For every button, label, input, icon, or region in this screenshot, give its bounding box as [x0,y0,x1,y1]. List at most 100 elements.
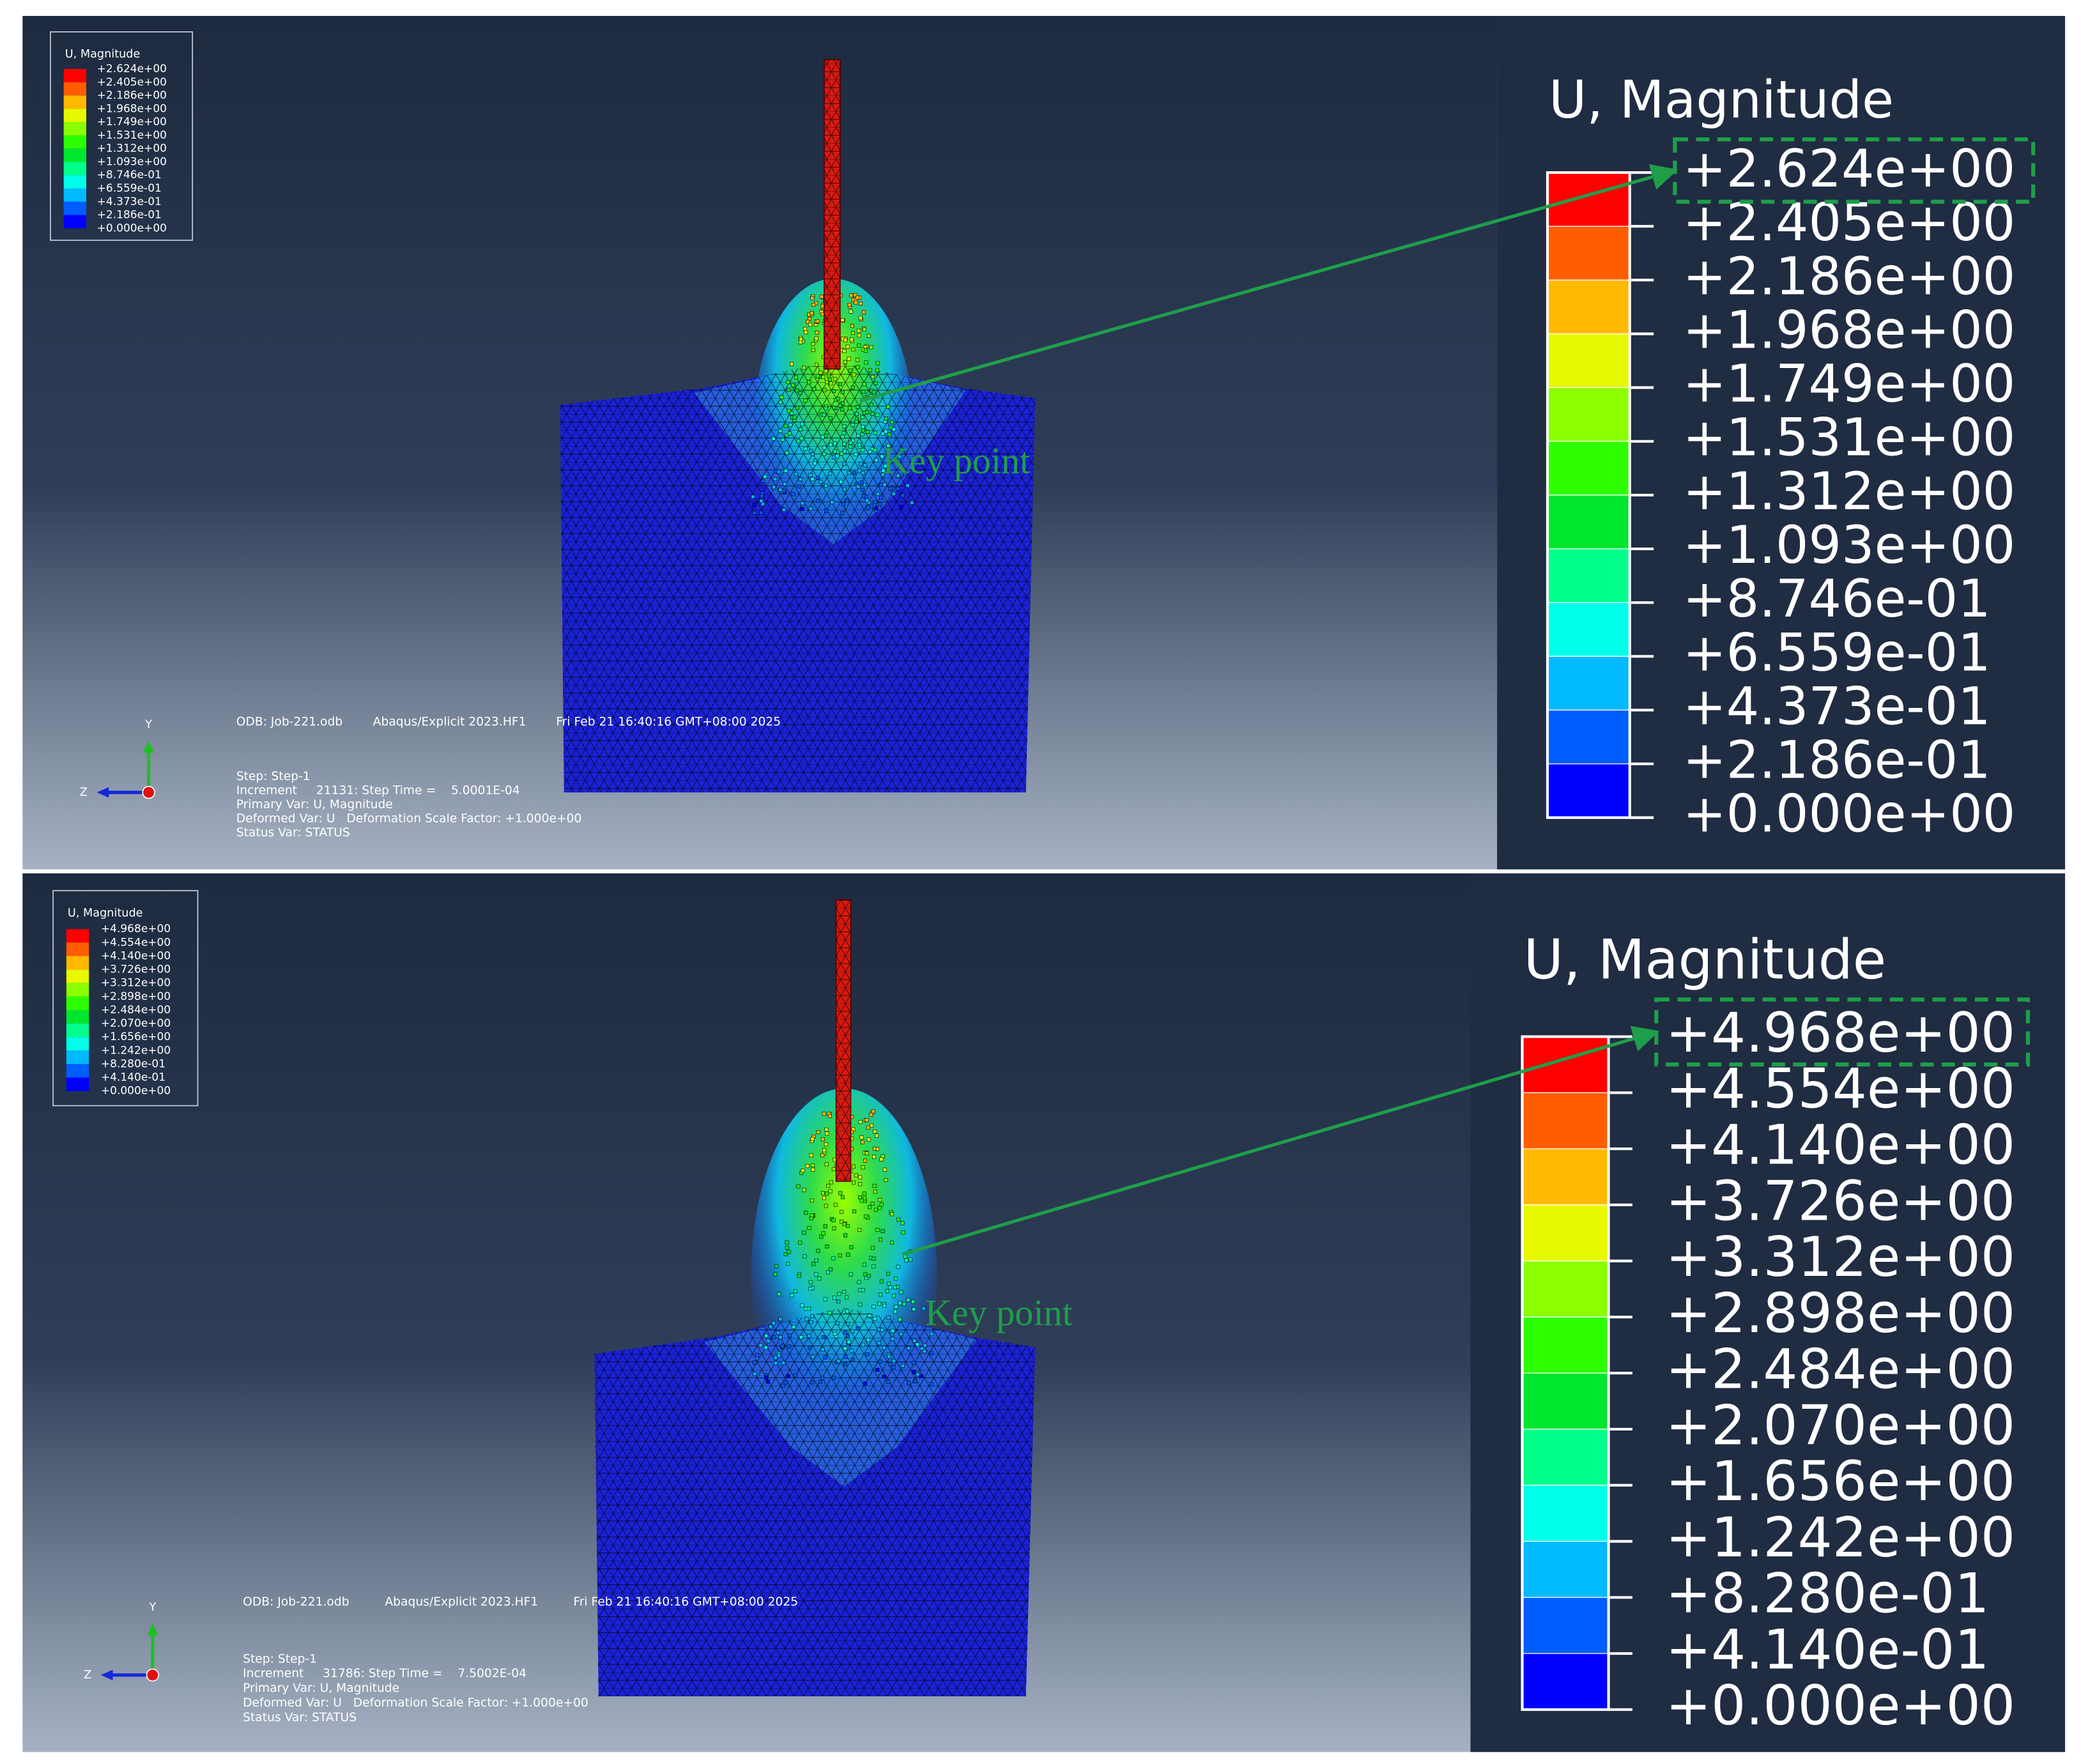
particle [788,422,793,427]
particle [823,1297,827,1301]
info-line: Increment 31786: Step Time = 7.5002E-04 [243,1667,526,1680]
particle [929,1351,933,1355]
particle [856,358,860,362]
particle [869,1112,873,1117]
particle [911,1300,916,1304]
particle [818,371,823,375]
legend-value: +2.186e+00 [97,89,167,102]
particle [888,486,893,491]
legend-band [66,969,89,983]
particle [863,1196,867,1200]
particle [873,1190,877,1194]
info-line: Status Var: STATUS [243,1711,357,1724]
legend-value: +4.554e+00 [101,936,171,949]
particle [807,1333,811,1338]
particle [875,1133,879,1138]
particle [878,1292,883,1297]
zoom-legend-value: +1.531e+00 [1683,408,2015,468]
particle [832,389,836,394]
particle [840,407,845,411]
particle [899,447,903,452]
particle [859,1199,864,1203]
particle [902,1302,906,1307]
particle [822,1196,826,1200]
particle [852,372,856,377]
particle [875,361,880,365]
particle [798,390,802,395]
particle [824,1142,828,1147]
particle [870,374,875,380]
particle [780,1344,785,1348]
particle [865,1352,870,1356]
particle [890,1240,895,1245]
particle [921,1306,926,1311]
particle [824,1204,828,1208]
legend-value: +1.312e+00 [97,142,167,155]
triad-y-label: Y [148,1601,156,1614]
particle [876,492,880,496]
particle [822,1335,826,1339]
particle [899,1290,903,1294]
particle [845,1223,850,1229]
particle [862,1262,866,1267]
particle [879,1202,884,1207]
particle [783,424,788,428]
particle [875,1228,880,1232]
particle [783,1380,788,1384]
particle [810,1314,815,1319]
particle [869,403,873,407]
zoom-legend-value: +8.746e-01 [1683,569,1991,629]
particle [826,1184,831,1188]
particle [858,1120,863,1124]
particle [785,433,789,438]
particle [866,505,870,510]
particle [841,431,846,435]
particle [852,471,857,475]
particle [833,449,837,454]
particle [842,441,847,446]
particle [825,1244,829,1248]
particle [833,1331,837,1336]
particle [863,348,868,353]
solver: Abaqus/Explicit 2023.HF1 [385,1595,538,1609]
particle [811,342,815,346]
particle [820,1137,825,1142]
zoom-legend-title: U, Magnitude [1524,929,1887,992]
particle [807,1307,811,1311]
particle [861,1140,865,1144]
particle [842,487,847,491]
particle [786,1374,790,1378]
zoom-legend-band [1547,333,1631,388]
particle [873,1316,877,1321]
particle [873,381,878,385]
particle [850,385,855,390]
particle [873,1130,877,1134]
zoom-legend-band [1547,226,1631,280]
particle [864,1151,869,1156]
particle [862,382,866,387]
particle [879,495,884,500]
particle [864,1118,869,1123]
particle [797,484,801,489]
particle [899,505,903,509]
particle [835,454,840,458]
zoom-legend-value: +4.373e-01 [1683,677,1991,737]
zoom-legend-band [1521,1540,1609,1598]
particle [802,1188,806,1192]
particle [804,1211,808,1215]
legend-band [63,82,87,96]
zoom-legend-band [1521,1261,1609,1318]
particle [759,499,764,503]
zoom-legend-value: +1.968e+00 [1683,300,2015,360]
legend-value: +0.000e+00 [101,1085,171,1098]
particle [875,1367,880,1372]
particle [843,1233,848,1238]
legend-band [66,1064,89,1078]
particle [814,1272,818,1277]
particle [827,1310,832,1315]
particle [791,492,795,496]
zoom-legend-band [1547,172,1631,227]
particle [854,1173,858,1177]
particle [810,1137,815,1141]
particle [872,1146,877,1151]
